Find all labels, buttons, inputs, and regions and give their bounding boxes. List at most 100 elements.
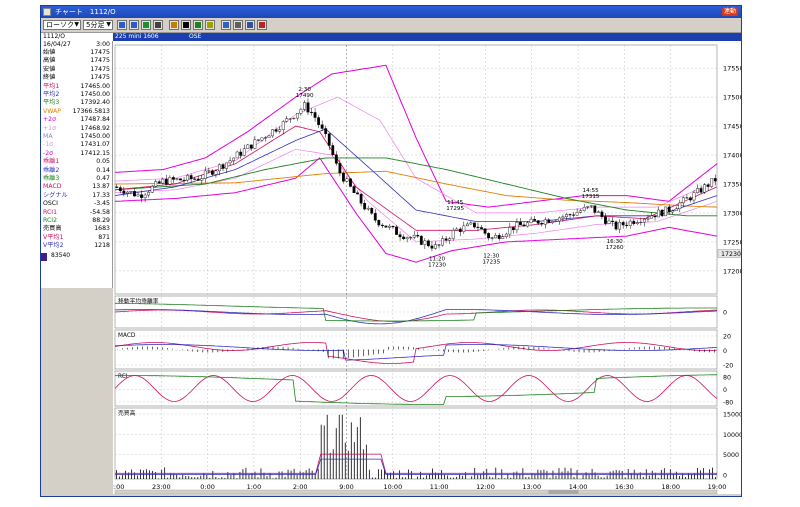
price-chart[interactable]: 17550 17500 17450 17400 17350 17300 17250 17200… xyxy=(113,41,741,494)
candle-body xyxy=(660,209,664,217)
signal-marker xyxy=(41,253,47,261)
candle-body xyxy=(345,178,349,182)
stat-row: +2σ 17487.84 xyxy=(41,116,111,124)
candle-body xyxy=(473,222,476,228)
ma-icon-glyph xyxy=(171,22,177,28)
candle-body xyxy=(540,223,544,225)
candle-body xyxy=(678,202,682,210)
candle-body xyxy=(331,145,335,155)
candle-body xyxy=(444,238,448,241)
stat-row: VWAP 17366.5813 xyxy=(41,108,111,116)
stat-row: 安値 17475 xyxy=(41,66,111,74)
candle-body xyxy=(168,177,172,185)
candle-body xyxy=(618,222,622,230)
stat-label: V平均1 xyxy=(43,233,64,241)
annotation-price: 17490 xyxy=(296,93,314,99)
time-value: 3:00 xyxy=(96,41,110,48)
candle-body xyxy=(568,214,572,216)
pen-icon[interactable] xyxy=(193,20,203,30)
candle-body xyxy=(554,220,558,222)
panel-tick-label: 20 xyxy=(723,334,731,341)
candle-body xyxy=(604,216,607,224)
candle-body xyxy=(621,222,625,226)
candle-body xyxy=(593,205,597,213)
stat-value: 0.47 xyxy=(96,175,110,182)
chevron-down-icon: ▼ xyxy=(106,21,111,28)
candle-body xyxy=(292,117,296,119)
hl-icon[interactable] xyxy=(153,20,163,30)
candle-body xyxy=(228,160,232,164)
candle-body xyxy=(437,244,441,246)
link-icon[interactable] xyxy=(205,20,215,30)
candle-body xyxy=(377,220,381,226)
interval-select[interactable]: 5分足 ▼ xyxy=(83,20,113,30)
exchange-label: OSE xyxy=(189,33,202,40)
time-tick-label: 11:00 xyxy=(430,483,449,491)
price-tick-label: 17550 xyxy=(723,65,741,73)
scrollbar-thumb xyxy=(548,490,579,494)
stat-label: RCI2 xyxy=(43,217,58,224)
candle-body xyxy=(497,235,501,239)
chart-type-select[interactable]: ローソク ▼ xyxy=(43,20,81,30)
annotation-price: 17230 xyxy=(428,262,446,268)
stat-label: 売買高 xyxy=(43,225,62,233)
stat-label: 高値 xyxy=(43,57,56,65)
candle-body xyxy=(115,186,119,188)
stat-label: VWAP xyxy=(43,107,61,115)
candle-body xyxy=(271,129,274,137)
stat-value: 17392.40 xyxy=(80,99,110,107)
bars-icon[interactable] xyxy=(129,20,139,30)
panel-tick-label: 80 xyxy=(723,375,731,382)
stat-label: 終値 xyxy=(43,74,56,82)
candle-body xyxy=(419,235,423,245)
candle-body xyxy=(455,228,459,231)
candle-body xyxy=(363,203,367,210)
candle-body xyxy=(342,172,345,182)
time-tick-label: 1:00 xyxy=(247,483,262,491)
candle-body xyxy=(210,170,214,175)
market-label: 225 mini 1606 xyxy=(115,33,159,40)
print-icon[interactable] xyxy=(245,20,255,30)
candles-icon[interactable] xyxy=(141,20,151,30)
print-icon-glyph xyxy=(247,22,253,28)
candle-body xyxy=(508,227,512,235)
date-value: 16/04/27 xyxy=(43,41,71,48)
deviation1-line xyxy=(114,309,717,322)
draw-icon[interactable] xyxy=(181,20,191,30)
stat-row: -2σ 17412.15 xyxy=(41,150,111,158)
stat-label: 平均2 xyxy=(43,91,60,98)
candle-body xyxy=(186,175,189,181)
macd-line xyxy=(114,342,718,364)
candle-body xyxy=(214,170,218,175)
bollinger-upper2-line xyxy=(114,64,718,208)
help-icon[interactable] xyxy=(257,20,267,30)
candle-body xyxy=(133,191,136,197)
signal-label: 83540 xyxy=(51,252,71,259)
time-tick-label: 14:00 xyxy=(569,483,588,491)
ma-icon[interactable] xyxy=(169,20,179,30)
window-icon xyxy=(43,8,51,16)
current-price-label: 17230 xyxy=(721,251,741,258)
panel-tick-label: 0 xyxy=(723,387,727,394)
title-bar[interactable]: チャート 1112/O 連動 xyxy=(41,6,741,18)
copy-icon[interactable] xyxy=(233,20,243,30)
candle-body xyxy=(175,178,179,180)
edit-icon[interactable] xyxy=(221,20,231,30)
candle-body xyxy=(395,226,398,235)
candle-body xyxy=(706,184,710,187)
panel-tick-label: 5000 xyxy=(723,452,739,459)
candle-body xyxy=(122,190,126,194)
grid-icon[interactable] xyxy=(117,20,127,30)
link-badge[interactable]: 連動 xyxy=(722,8,738,16)
ma2-line xyxy=(114,128,718,223)
candle-body xyxy=(405,237,409,240)
chart-area[interactable]: 17550 17500 17450 17400 17350 17300 17250 17200… xyxy=(113,41,741,494)
candle-body xyxy=(430,245,434,249)
candle-body xyxy=(313,112,317,118)
candle-body xyxy=(157,181,161,184)
stat-row: 平均3 17392.40 xyxy=(41,99,111,107)
candle-body xyxy=(426,240,430,247)
stat-value: 17475 xyxy=(90,65,110,73)
candle-body xyxy=(154,181,158,187)
candle-body xyxy=(218,164,221,172)
